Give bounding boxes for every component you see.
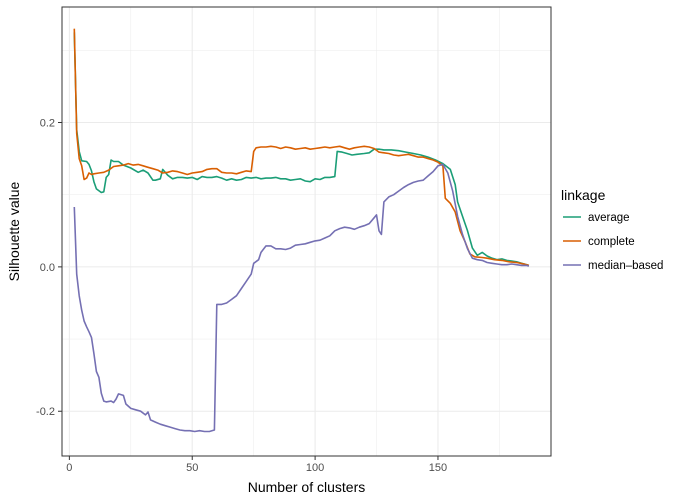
- legend: linkage average complete median–based: [561, 187, 663, 272]
- legend-key-median-based: median–based: [563, 260, 663, 272]
- series-line-complete: [73, 28, 530, 267]
- x-axis-ticks: 0 50 100 150: [66, 456, 447, 474]
- x-tick-label: 100: [306, 462, 324, 474]
- legend-title: linkage: [561, 187, 606, 203]
- plot-border: [61, 6, 552, 457]
- y-tick-label: 0.0: [40, 262, 55, 274]
- major-gridlines: [62, 7, 551, 456]
- series-layer: [73, 28, 530, 433]
- x-tick-label: 150: [429, 462, 447, 474]
- y-tick-label: -0.2: [36, 406, 55, 418]
- y-axis-title: Silhouette value: [6, 181, 22, 281]
- legend-label: median–based: [588, 260, 663, 272]
- legend-label: complete: [588, 236, 635, 248]
- x-tick-label: 0: [66, 462, 72, 474]
- legend-label: average: [588, 212, 630, 224]
- x-tick-label: 50: [186, 462, 198, 474]
- y-tick-label: 0.2: [40, 117, 55, 129]
- x-axis-title: Number of clusters: [248, 479, 365, 495]
- series-line-median-based: [73, 163, 530, 433]
- legend-key-complete: complete: [563, 236, 635, 248]
- plot-panel: [62, 7, 551, 456]
- y-axis-ticks: -0.2 0.0 0.2: [36, 117, 62, 418]
- legend-key-average: average: [563, 212, 630, 224]
- minor-gridlines: [62, 7, 551, 456]
